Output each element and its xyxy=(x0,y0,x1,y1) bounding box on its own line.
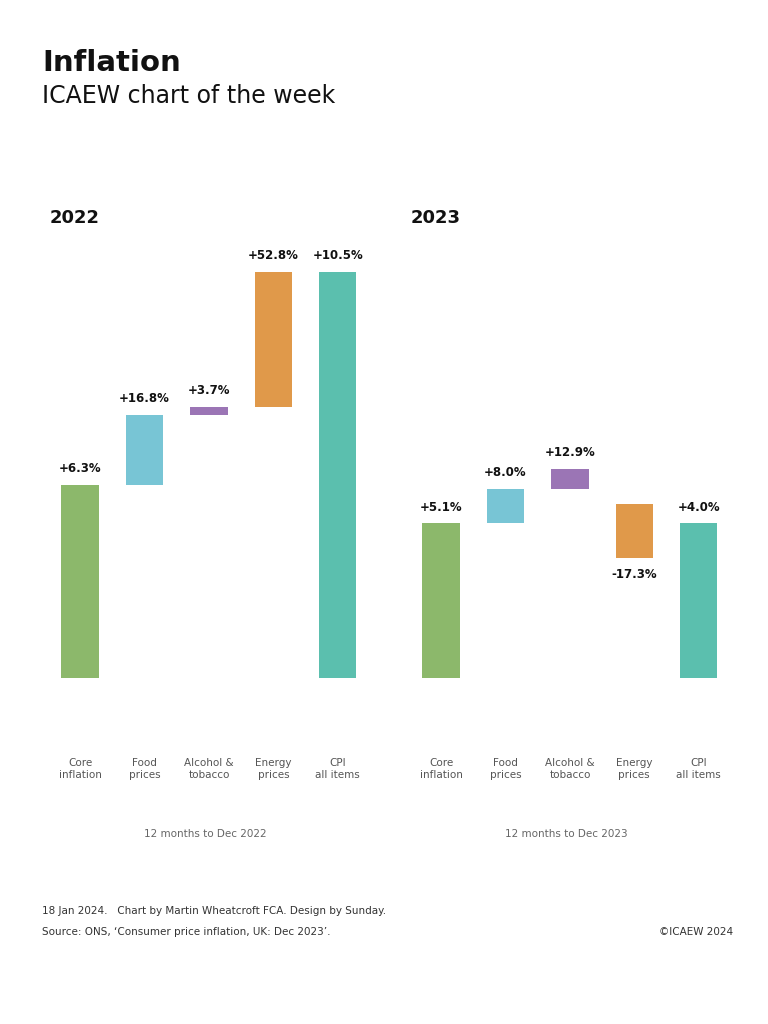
Text: Energy
prices: Energy prices xyxy=(255,758,292,780)
Text: +16.8%: +16.8% xyxy=(119,392,170,406)
Bar xyxy=(422,523,460,678)
Text: +4.0%: +4.0% xyxy=(677,501,720,514)
Text: CPI
all items: CPI all items xyxy=(677,758,721,780)
Text: Alcohol &
tobacco: Alcohol & tobacco xyxy=(545,758,594,780)
Text: 12 months to Dec 2022: 12 months to Dec 2022 xyxy=(144,829,266,840)
Text: +5.1%: +5.1% xyxy=(420,501,462,514)
Bar xyxy=(126,415,164,484)
Text: 2023: 2023 xyxy=(410,209,460,227)
Bar xyxy=(61,484,99,678)
Text: +6.3%: +6.3% xyxy=(59,462,101,475)
Bar xyxy=(680,523,717,678)
Bar xyxy=(487,488,525,523)
Bar xyxy=(616,504,653,558)
Text: ICAEW chart of the week: ICAEW chart of the week xyxy=(42,84,336,108)
Text: 2022: 2022 xyxy=(49,209,99,227)
Text: ©ICAEW 2024: ©ICAEW 2024 xyxy=(659,927,733,937)
Text: -17.3%: -17.3% xyxy=(611,568,657,581)
Text: Core
inflation: Core inflation xyxy=(419,758,462,780)
Text: Energy
prices: Energy prices xyxy=(616,758,653,780)
Text: +12.9%: +12.9% xyxy=(545,446,595,460)
Text: +52.8%: +52.8% xyxy=(248,249,299,262)
Bar xyxy=(551,469,588,488)
Text: Core
inflation: Core inflation xyxy=(58,758,101,780)
Bar xyxy=(319,271,356,678)
Text: Inflation: Inflation xyxy=(42,49,181,77)
Text: +8.0%: +8.0% xyxy=(484,466,527,479)
Text: CPI
all items: CPI all items xyxy=(316,758,360,780)
Text: +10.5%: +10.5% xyxy=(313,249,363,262)
Bar xyxy=(190,408,227,415)
Text: 18 Jan 2024.   Chart by Martin Wheatcroft FCA. Design by Sunday.: 18 Jan 2024. Chart by Martin Wheatcroft … xyxy=(42,906,386,916)
Text: 12 months to Dec 2023: 12 months to Dec 2023 xyxy=(505,829,627,840)
Text: Source: ONS, ‘Consumer price inflation, UK: Dec 2023’.: Source: ONS, ‘Consumer price inflation, … xyxy=(42,927,331,937)
Text: Food
prices: Food prices xyxy=(129,758,161,780)
Text: +3.7%: +3.7% xyxy=(187,384,230,397)
Text: Alcohol &
tobacco: Alcohol & tobacco xyxy=(184,758,233,780)
Bar xyxy=(255,271,292,408)
Text: Food
prices: Food prices xyxy=(490,758,521,780)
